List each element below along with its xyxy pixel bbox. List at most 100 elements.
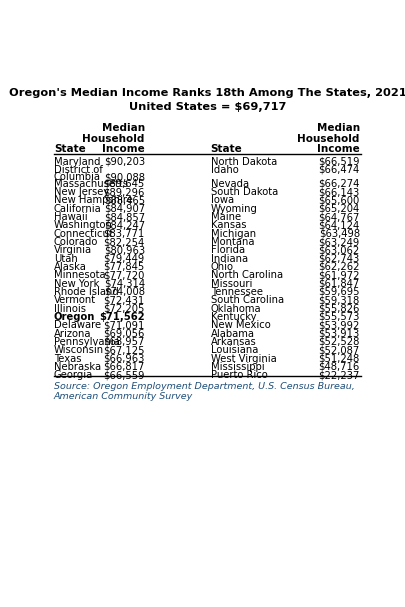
- Text: Texas: Texas: [54, 353, 81, 364]
- Text: $72,431: $72,431: [104, 295, 145, 305]
- Text: United States = $69,717: United States = $69,717: [129, 102, 286, 112]
- Text: Maine: Maine: [211, 212, 241, 222]
- Text: $64,124: $64,124: [319, 220, 360, 231]
- Text: Wyoming: Wyoming: [211, 204, 258, 214]
- Text: South Carolina: South Carolina: [211, 295, 284, 305]
- Text: Income: Income: [102, 144, 145, 154]
- Text: $90,088: $90,088: [104, 172, 145, 182]
- Text: Arizona: Arizona: [54, 328, 91, 339]
- Text: Indiana: Indiana: [211, 254, 248, 263]
- Text: Minnesota: Minnesota: [54, 270, 105, 280]
- Text: Nevada: Nevada: [211, 179, 249, 189]
- Text: $55,573: $55,573: [318, 312, 360, 322]
- Text: District of: District of: [54, 165, 102, 175]
- Text: $52,528: $52,528: [318, 337, 360, 347]
- Text: Iowa: Iowa: [211, 195, 234, 205]
- Text: Median: Median: [317, 123, 360, 133]
- Text: Income: Income: [317, 144, 360, 154]
- Text: $71,562: $71,562: [99, 312, 145, 322]
- Text: Virginia: Virginia: [54, 245, 92, 256]
- Text: New Jersey: New Jersey: [54, 187, 109, 197]
- Text: $61,972: $61,972: [318, 270, 360, 280]
- Text: State: State: [54, 144, 85, 154]
- Text: North Carolina: North Carolina: [211, 270, 283, 280]
- Text: $88,465: $88,465: [104, 195, 145, 205]
- Text: $68,957: $68,957: [103, 337, 145, 347]
- Text: $84,247: $84,247: [104, 220, 145, 231]
- Text: $63,062: $63,062: [319, 245, 360, 256]
- Text: Delaware: Delaware: [54, 320, 101, 330]
- Text: Pennsylvania: Pennsylvania: [54, 337, 119, 347]
- Text: $89,296: $89,296: [103, 187, 145, 197]
- Text: Connecticut: Connecticut: [54, 229, 113, 239]
- Text: Ohio: Ohio: [211, 262, 234, 272]
- Text: Household: Household: [82, 134, 145, 144]
- Text: $59,318: $59,318: [319, 295, 360, 305]
- Text: Montana: Montana: [211, 237, 254, 247]
- Text: North Dakota: North Dakota: [211, 157, 277, 166]
- Text: $89,645: $89,645: [104, 179, 145, 189]
- Text: Puerto Rico: Puerto Rico: [211, 370, 267, 380]
- Text: Kansas: Kansas: [211, 220, 246, 231]
- Text: $83,771: $83,771: [104, 229, 145, 239]
- Text: Household: Household: [297, 134, 360, 144]
- Text: $63,498: $63,498: [319, 229, 360, 239]
- Text: Washington: Washington: [54, 220, 113, 231]
- Text: $82,254: $82,254: [104, 237, 145, 247]
- Text: New York: New York: [54, 279, 99, 289]
- Text: Columbia: Columbia: [54, 172, 101, 182]
- Text: $61,847: $61,847: [319, 279, 360, 289]
- Text: Tennessee: Tennessee: [211, 287, 263, 297]
- Text: $74,314: $74,314: [104, 279, 145, 289]
- Text: $53,913: $53,913: [319, 328, 360, 339]
- Text: $80,963: $80,963: [104, 245, 145, 256]
- Text: Hawaii: Hawaii: [54, 212, 87, 222]
- Text: Massachusetts: Massachusetts: [54, 179, 128, 189]
- Text: Alabama: Alabama: [211, 328, 255, 339]
- Text: Source: Oregon Employment Department, U.S. Census Bureau,
American Community Sur: Source: Oregon Employment Department, U.…: [54, 382, 354, 401]
- Text: $77,845: $77,845: [104, 262, 145, 272]
- Text: Maryland: Maryland: [54, 157, 100, 166]
- Text: Louisiana: Louisiana: [211, 345, 258, 355]
- Text: Kentucky: Kentucky: [211, 312, 256, 322]
- Text: West Virginia: West Virginia: [211, 353, 277, 364]
- Text: $66,559: $66,559: [103, 370, 145, 380]
- Text: $66,274: $66,274: [318, 179, 360, 189]
- Text: $84,907: $84,907: [104, 204, 145, 214]
- Text: $62,743: $62,743: [319, 254, 360, 263]
- Text: $22,237: $22,237: [318, 370, 360, 380]
- Text: Alaska: Alaska: [54, 262, 87, 272]
- Text: $66,817: $66,817: [103, 362, 145, 372]
- Text: South Dakota: South Dakota: [211, 187, 278, 197]
- Text: $55,826: $55,826: [318, 304, 360, 314]
- Text: $66,143: $66,143: [319, 187, 360, 197]
- Text: $59,695: $59,695: [318, 287, 360, 297]
- Text: Colorado: Colorado: [54, 237, 98, 247]
- Text: Florida: Florida: [211, 245, 245, 256]
- Text: $65,204: $65,204: [319, 204, 360, 214]
- Text: $72,205: $72,205: [103, 304, 145, 314]
- Text: Illinois: Illinois: [54, 304, 86, 314]
- Text: $90,203: $90,203: [104, 157, 145, 166]
- Text: $77,720: $77,720: [103, 270, 145, 280]
- Text: Oregon: Oregon: [54, 312, 95, 322]
- Text: $51,248: $51,248: [319, 353, 360, 364]
- Text: $67,125: $67,125: [103, 345, 145, 355]
- Text: Vermont: Vermont: [54, 295, 96, 305]
- Text: $84,857: $84,857: [104, 212, 145, 222]
- Text: Nebraska: Nebraska: [54, 362, 101, 372]
- Text: $48,716: $48,716: [319, 362, 360, 372]
- Text: $66,519: $66,519: [318, 157, 360, 166]
- Text: $52,087: $52,087: [319, 345, 360, 355]
- Text: Missouri: Missouri: [211, 279, 252, 289]
- Text: $79,449: $79,449: [104, 254, 145, 263]
- Text: $64,767: $64,767: [318, 212, 360, 222]
- Text: Oklahoma: Oklahoma: [211, 304, 261, 314]
- Text: Idaho: Idaho: [211, 165, 239, 175]
- Text: Mississippi: Mississippi: [211, 362, 264, 372]
- Text: $62,262: $62,262: [318, 262, 360, 272]
- Text: Arkansas: Arkansas: [211, 337, 256, 347]
- Text: Oregon's Median Income Ranks 18th Among The States, 2021: Oregon's Median Income Ranks 18th Among …: [9, 88, 405, 98]
- Text: California: California: [54, 204, 102, 214]
- Text: State: State: [211, 144, 243, 154]
